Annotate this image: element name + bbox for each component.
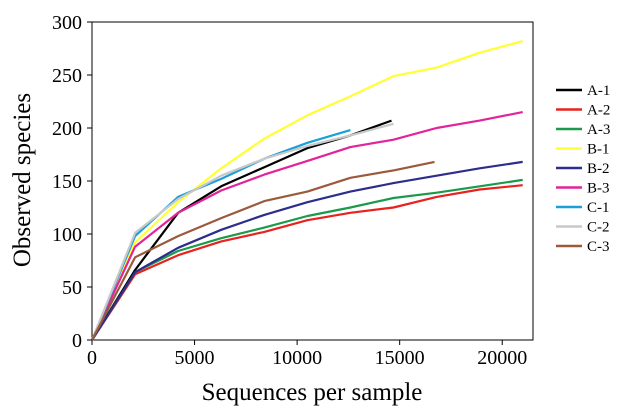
legend-label: A-1 xyxy=(587,83,610,99)
x-tick-label: 15000 xyxy=(375,347,425,369)
legend-label: B-3 xyxy=(587,181,610,197)
x-tick-label: 5000 xyxy=(175,347,215,369)
legend-label: B-1 xyxy=(587,142,610,158)
y-tick-label: 100 xyxy=(52,224,82,246)
y-tick-label: 50 xyxy=(62,277,82,299)
legend-label: A-3 xyxy=(587,122,610,138)
series-line-b-2 xyxy=(91,160,523,341)
series-line-b-3 xyxy=(91,111,523,341)
x-tick-label: 20000 xyxy=(477,347,527,369)
series-line-a-2 xyxy=(91,184,523,341)
plot-frame xyxy=(91,21,534,341)
legend: A-1 A-2 A-3 B-1 B-2 B-3 C-1 C-2 C-3 xyxy=(556,83,610,255)
x-tick-label: 0 xyxy=(87,347,97,369)
series-line-c-1 xyxy=(90,129,351,341)
legend-label: A-2 xyxy=(587,103,610,119)
series-line-c-2 xyxy=(90,122,394,341)
legend-label: C-2 xyxy=(587,220,610,236)
x-axis-title: Sequences per sample xyxy=(202,379,423,406)
y-tick-label: 0 xyxy=(72,330,82,352)
legend-label: C-1 xyxy=(587,200,610,216)
series-line-c-3 xyxy=(91,160,435,341)
series-line-a-3 xyxy=(91,178,523,341)
y-tick-label: 300 xyxy=(52,12,82,34)
plot-area xyxy=(91,21,534,341)
y-tick-label: 200 xyxy=(52,118,82,140)
series-line-b-1 xyxy=(90,40,523,341)
y-axis-title: Observed species xyxy=(9,93,36,267)
x-tick-label: 10000 xyxy=(272,347,322,369)
legend-label: C-3 xyxy=(587,239,610,255)
y-tick-label: 150 xyxy=(52,171,82,193)
legend-label: B-2 xyxy=(587,161,610,177)
axes xyxy=(87,21,503,345)
tick-labels: 0 5000 10000 15000 20000 0 50 100 150 200 250 300 xyxy=(52,12,527,369)
series-layer xyxy=(90,40,523,341)
y-tick-label: 250 xyxy=(52,65,82,87)
